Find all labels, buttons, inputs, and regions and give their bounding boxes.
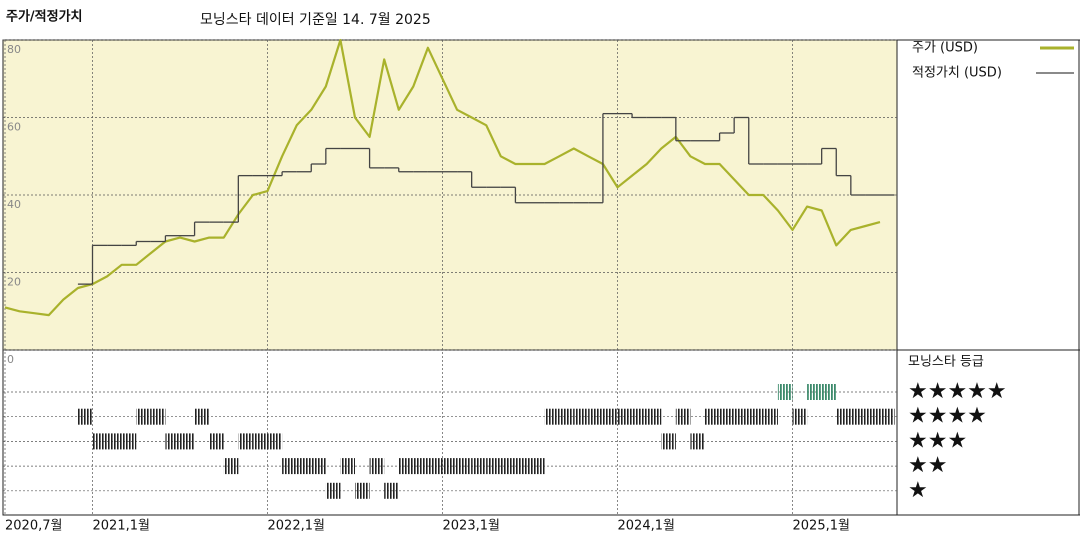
rating-bar xyxy=(675,408,691,425)
rating-bar xyxy=(311,458,326,475)
rating-bar xyxy=(880,408,895,425)
rating-bar xyxy=(471,458,487,475)
rating-bar xyxy=(121,433,137,450)
rating-bar xyxy=(267,433,283,450)
rating-bar xyxy=(602,408,618,425)
rating-bar xyxy=(150,408,166,425)
rating-bar xyxy=(850,408,866,425)
rating-bar xyxy=(705,408,720,425)
x-tick-label: 2023,1월 xyxy=(443,519,500,534)
rating-bar xyxy=(719,408,735,425)
rating-bar xyxy=(559,408,574,425)
rating-bar xyxy=(398,458,414,475)
rating-bar xyxy=(252,433,268,450)
rating-bar xyxy=(734,408,749,425)
rating-bar xyxy=(282,458,297,475)
rating-bar xyxy=(457,458,472,475)
rating-bar xyxy=(661,433,676,450)
chart-subtitle: 모닝스타 데이터 기준일 14. 7월 2025 xyxy=(200,12,431,28)
rating-bar xyxy=(325,482,341,499)
rating-bar xyxy=(617,408,633,425)
rating-bar xyxy=(442,458,458,475)
rating-bar xyxy=(836,408,851,425)
rating-bar xyxy=(763,408,778,425)
x-tick-label: 2021,1월 xyxy=(93,519,150,534)
rating-bar xyxy=(632,408,647,425)
x-tick-label: 2020,7월 xyxy=(5,519,62,534)
price-line xyxy=(4,38,881,317)
rating-bar xyxy=(865,408,880,425)
chart-title: 주가/적정가치 xyxy=(6,9,83,25)
rating-bar xyxy=(821,384,837,400)
x-tick-label: 2022,1월 xyxy=(268,519,325,534)
rating-label: ★★★★ xyxy=(908,404,987,429)
rating-bar xyxy=(413,458,428,475)
rating-label: ★★★★★ xyxy=(908,379,1007,404)
y-tick-label: 40 xyxy=(7,198,21,211)
rating-bar xyxy=(807,384,822,400)
rating-bar xyxy=(369,458,385,475)
rating-bar xyxy=(165,433,180,450)
rating-bar xyxy=(209,433,224,450)
y-tick-label: 80 xyxy=(7,43,21,56)
rating-bar xyxy=(690,433,705,450)
rating-bar xyxy=(530,458,545,475)
rating-bar xyxy=(384,482,399,499)
rating-bar xyxy=(748,408,764,425)
rating-bar xyxy=(136,408,151,425)
x-tick-label: 2025,1월 xyxy=(793,519,850,534)
y-tick-label: 20 xyxy=(7,276,21,289)
rating-bar xyxy=(792,408,808,425)
y-tick-label: 60 xyxy=(7,121,21,134)
rating-bar xyxy=(500,458,516,475)
rating-bar xyxy=(77,408,93,425)
rating-bar xyxy=(573,408,589,425)
rating-bar xyxy=(777,384,793,400)
rating-bar xyxy=(194,408,210,425)
x-tick-label: 2024,1월 xyxy=(618,519,675,534)
rating-bar xyxy=(515,458,530,475)
rating-bar xyxy=(355,482,370,499)
rating-bar xyxy=(486,458,501,475)
rating-bar xyxy=(92,433,108,450)
rating-label: ★★ xyxy=(908,453,947,478)
rating-title: 모닝스타 등급 xyxy=(908,355,984,370)
y-tick-label: 0 xyxy=(7,353,14,366)
rating-bar xyxy=(238,433,253,450)
rating-bar xyxy=(544,408,560,425)
legend-label: 적정가치 (USD) xyxy=(912,66,1002,81)
rating-bar xyxy=(107,433,122,450)
rating-label: ★★★ xyxy=(908,428,967,453)
rating-bar xyxy=(427,458,443,475)
rating-bar xyxy=(223,458,239,475)
rating-bar xyxy=(296,458,312,475)
legend-label: 주가 (USD) xyxy=(912,41,978,56)
rating-bar xyxy=(588,408,603,425)
rating-bar xyxy=(180,433,195,450)
rating-bar xyxy=(340,458,355,475)
rating-bar xyxy=(646,408,662,425)
rating-label: ★ xyxy=(908,478,928,503)
